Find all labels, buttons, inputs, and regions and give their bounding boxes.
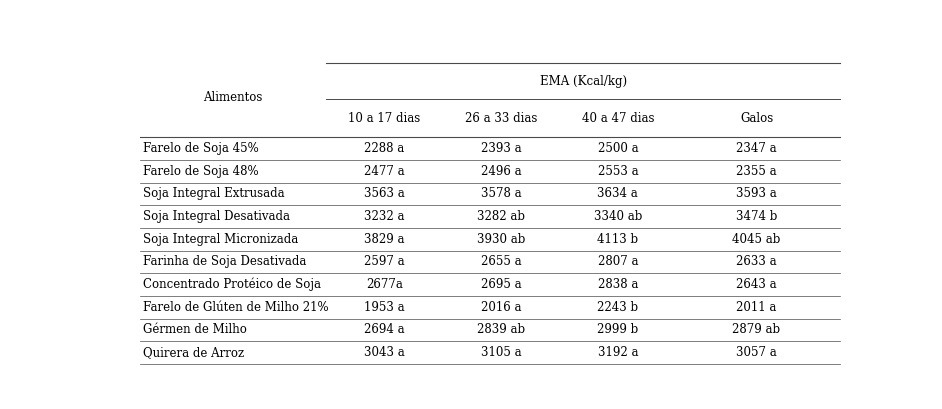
Text: 3105 a: 3105 a [480,346,521,359]
Text: EMA (Kcal/kg): EMA (Kcal/kg) [540,75,626,88]
Text: 3192 a: 3192 a [597,346,638,359]
Text: Soja Integral Desativada: Soja Integral Desativada [143,210,290,223]
Text: Alimentos: Alimentos [203,91,263,103]
Text: 2477 a: 2477 a [364,165,404,178]
Text: 3282 ab: 3282 ab [477,210,525,223]
Text: 3634 a: 3634 a [597,187,639,200]
Text: Galos: Galos [739,112,773,125]
Text: Farelo de Soja 45%: Farelo de Soja 45% [143,142,259,155]
Text: 3043 a: 3043 a [364,346,405,359]
Text: 4045 ab: 4045 ab [732,233,781,246]
Text: 3563 a: 3563 a [364,187,405,200]
Text: 2496 a: 2496 a [480,165,521,178]
Text: 2879 ab: 2879 ab [733,324,781,337]
Text: 3232 a: 3232 a [364,210,404,223]
Text: 2633 a: 2633 a [737,256,777,268]
Text: 2553 a: 2553 a [597,165,638,178]
Text: 1953 a: 1953 a [364,301,404,314]
Text: 2243 b: 2243 b [597,301,639,314]
Text: 2694 a: 2694 a [364,324,404,337]
Text: 2807 a: 2807 a [597,256,638,268]
Text: 2011 a: 2011 a [737,301,777,314]
Text: Farinha de Soja Desativada: Farinha de Soja Desativada [143,256,307,268]
Text: Soja Integral Extrusada: Soja Integral Extrusada [143,187,284,200]
Text: Gérmen de Milho: Gérmen de Milho [143,324,247,337]
Text: 2016 a: 2016 a [480,301,521,314]
Text: 3593 a: 3593 a [736,187,777,200]
Text: 2677a: 2677a [365,278,402,291]
Text: Soja Integral Micronizada: Soja Integral Micronizada [143,233,299,246]
Text: 40 a 47 dias: 40 a 47 dias [581,112,654,125]
Text: 3474 b: 3474 b [736,210,777,223]
Text: 3340 ab: 3340 ab [593,210,642,223]
Text: 2643 a: 2643 a [737,278,777,291]
Text: 2393 a: 2393 a [480,142,521,155]
Text: Concentrado Protéico de Soja: Concentrado Protéico de Soja [143,278,321,291]
Text: 2500 a: 2500 a [597,142,638,155]
Text: 2597 a: 2597 a [364,256,404,268]
Text: 3578 a: 3578 a [480,187,521,200]
Text: 2355 a: 2355 a [737,165,777,178]
Text: 2695 a: 2695 a [480,278,521,291]
Text: 2655 a: 2655 a [480,256,521,268]
Text: 3057 a: 3057 a [736,346,777,359]
Text: Farelo de Soja 48%: Farelo de Soja 48% [143,165,259,178]
Text: 4113 b: 4113 b [597,233,639,246]
Text: 2838 a: 2838 a [597,278,638,291]
Text: Farelo de Glúten de Milho 21%: Farelo de Glúten de Milho 21% [143,301,329,314]
Text: 26 a 33 dias: 26 a 33 dias [464,112,537,125]
Text: Quirera de Arroz: Quirera de Arroz [143,346,244,359]
Text: 3829 a: 3829 a [364,233,404,246]
Text: 2288 a: 2288 a [365,142,404,155]
Text: 10 a 17 dias: 10 a 17 dias [349,112,420,125]
Text: 2839 ab: 2839 ab [477,324,525,337]
Text: 2347 a: 2347 a [737,142,777,155]
Text: 2999 b: 2999 b [597,324,639,337]
Text: 3930 ab: 3930 ab [477,233,526,246]
